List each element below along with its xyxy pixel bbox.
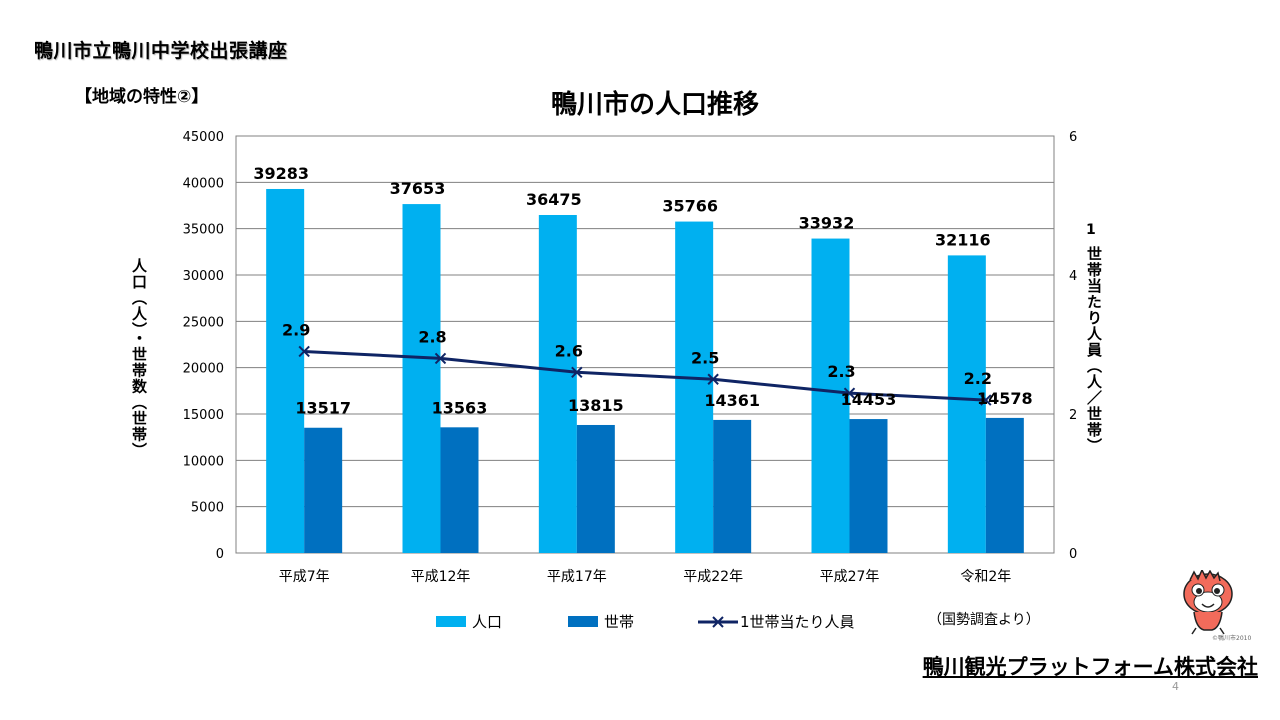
y-tick-label: 5000 — [191, 501, 224, 516]
x-tick-label: 令和2年 — [960, 569, 1011, 585]
y-tick-label: 25000 — [183, 315, 224, 330]
page-number: 4 — [1172, 680, 1179, 693]
header-title: 鴨川市立鴨川中学校出張講座 — [34, 40, 288, 62]
y2-tick-label: 4 — [1069, 269, 1077, 284]
axes: 0 5000 10000 15000 20000 25000 30000 35000 40000… — [183, 130, 1078, 585]
data-label-households: 13517 — [295, 399, 351, 418]
bar-households — [849, 419, 888, 553]
data-label-population: 37653 — [390, 179, 446, 198]
bar-population — [266, 188, 305, 553]
y-tick-label: 40000 — [183, 176, 224, 191]
y-tick-label: 30000 — [183, 269, 224, 284]
data-label-per-household: 2.6 — [555, 341, 583, 360]
bar-group — [266, 188, 1024, 554]
data-label-per-household: 2.3 — [827, 362, 855, 381]
bar-households — [713, 419, 752, 553]
data-labels: 39283 37653 36475 35766 33932 32116 13517 13563… — [253, 164, 1032, 418]
bar-population — [402, 204, 441, 553]
marker-per-household — [980, 394, 992, 406]
data-label-per-household: 2.5 — [691, 348, 719, 367]
source-note: （国勢調査より） — [928, 612, 1040, 628]
y-tick-label: 10000 — [183, 454, 224, 469]
data-label-per-household: 2.8 — [418, 327, 446, 346]
data-label-population: 39283 — [253, 164, 309, 183]
x-tick-label: 平成12年 — [411, 569, 471, 585]
legend-label-per-household: 1世帯当たり人員 — [740, 613, 855, 631]
bar-population — [811, 238, 850, 553]
data-label-population: 36475 — [526, 190, 582, 209]
x-tick-label: 平成27年 — [820, 569, 880, 585]
legend-marker-per-household — [712, 616, 724, 628]
mascot-credit: ©鴨川市2010 — [1212, 635, 1252, 642]
y-axis-left-label: 人口（人）・世帯数（世帯） — [130, 258, 148, 459]
data-label-population: 33932 — [799, 214, 855, 233]
data-label-households: 14578 — [977, 389, 1033, 408]
data-label-households: 13563 — [432, 398, 488, 417]
data-label-per-household: 2.9 — [282, 320, 310, 339]
company-name: 鴨川観光プラットフォーム株式会社 — [922, 655, 1258, 679]
x-tick-label: 平成7年 — [279, 569, 330, 585]
legend-label-households: 世帯 — [604, 613, 634, 631]
line-series — [298, 345, 992, 406]
data-label-per-household: 2.2 — [964, 369, 992, 388]
bar-population — [675, 221, 714, 553]
bar-households — [440, 427, 479, 553]
mascot-fish-icon — [1183, 570, 1233, 635]
x-tick-label: 平成22年 — [683, 569, 743, 585]
x-tick-label: 平成17年 — [547, 569, 607, 585]
y2-tick-label: 6 — [1069, 130, 1077, 145]
bar-households — [304, 427, 343, 553]
bar-population — [947, 255, 986, 554]
data-label-households: 13815 — [568, 396, 624, 415]
y2-tick-label: 2 — [1069, 408, 1077, 423]
data-label-population: 35766 — [662, 197, 718, 216]
y2-tick-label: 0 — [1069, 547, 1077, 562]
data-label-population: 32116 — [935, 230, 991, 249]
bar-population — [538, 214, 577, 553]
data-label-households: 14361 — [704, 391, 760, 410]
line-per-household — [304, 349, 986, 402]
legend: 人口 世帯 1世帯当たり人員 — [436, 613, 855, 631]
legend-swatch-households — [568, 616, 598, 627]
marker-per-household — [298, 345, 310, 358]
marker-per-household — [571, 366, 583, 379]
bar-households — [576, 424, 615, 553]
y-axis-right-label-number: 1 — [1086, 222, 1096, 238]
chart-title: 鴨川市の人口推移 — [550, 90, 759, 120]
y-axis-right-label: 世帯当たり人員（人／世帯） — [1085, 246, 1103, 454]
bar-households — [985, 417, 1024, 553]
y-tick-label: 35000 — [183, 223, 224, 238]
legend-swatch-population — [436, 616, 466, 627]
y-tick-label: 20000 — [183, 362, 224, 377]
data-label-households: 14453 — [841, 390, 897, 409]
marker-per-household — [707, 373, 719, 385]
legend-label-population: 人口 — [472, 613, 502, 631]
plot-area — [235, 135, 1055, 554]
y-tick-label: 15000 — [183, 408, 224, 423]
marker-per-household — [843, 387, 856, 399]
y-tick-label: 0 — [216, 547, 224, 562]
y-tick-label: 45000 — [183, 130, 224, 145]
section-label: 【地域の特性②】 — [75, 87, 209, 107]
marker-per-household — [434, 352, 447, 365]
grid-lines — [235, 135, 1055, 554]
